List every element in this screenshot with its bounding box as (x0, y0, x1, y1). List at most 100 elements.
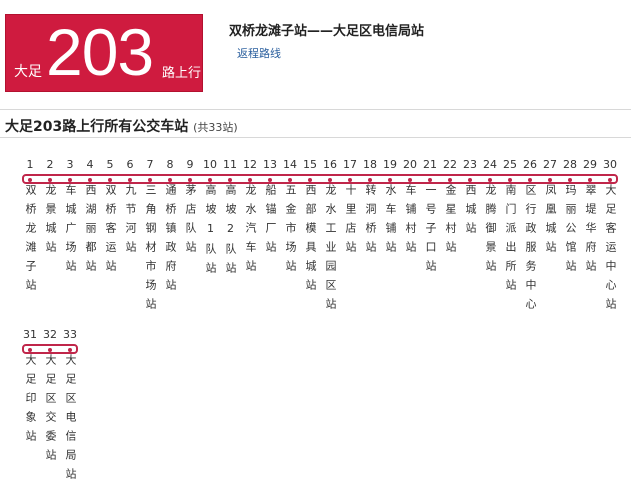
stops-row-1: 1 双桥龙滩子站 2 龙景城站 3 车城广场站 4 西湖丽都站 5 双桥客运站 6 九节河站 7 三角钢材… (20, 158, 620, 328)
bus-stop[interactable]: 18 转洞桥站 (360, 158, 380, 260)
stop-name: 茅店队站 (184, 184, 197, 260)
stop-number: 20 (403, 158, 417, 171)
bus-stop[interactable]: 28 玛丽公馆站 (560, 158, 580, 279)
stop-number: 33 (63, 328, 77, 341)
stop-number: 22 (443, 158, 457, 171)
stop-name: 西湖丽都站 (84, 184, 97, 279)
stop-name: 龙腾御景站 (484, 184, 497, 279)
bus-stop[interactable]: 19 水车铺站 (380, 158, 400, 260)
stop-dot (488, 178, 492, 182)
return-route-link[interactable]: 返程路线 (237, 47, 281, 60)
stop-name: 十里店站 (344, 184, 357, 260)
bus-stop[interactable]: 9 茅店队站 (180, 158, 200, 260)
stop-name: 通桥镇政府站 (164, 184, 177, 298)
stop-dot (148, 178, 152, 182)
bus-stop[interactable]: 1 双桥龙滩子站 (20, 158, 40, 298)
stop-dot (328, 178, 332, 182)
bus-stop[interactable]: 23 西城站 (460, 158, 480, 241)
stop-number: 26 (523, 158, 537, 171)
bus-stop[interactable]: 32 大足区交委站 (40, 328, 60, 468)
route-badge: 大足 203 路上行 (5, 14, 203, 92)
stop-name: 金星村站 (444, 184, 457, 260)
bus-stop[interactable]: 21 一号子口站 (420, 158, 440, 279)
stop-name: 大足客运中心站 (604, 184, 617, 317)
stop-number: 9 (186, 158, 194, 171)
stop-name: 高坡1队站 (204, 184, 217, 281)
badge-direction: 路上行 (162, 66, 202, 81)
stop-dot (508, 178, 512, 182)
stop-name: 龙景城站 (44, 184, 57, 260)
stop-number: 5 (106, 158, 114, 171)
stop-dot (468, 178, 472, 182)
stop-number: 4 (86, 158, 94, 171)
stop-number: 24 (483, 158, 497, 171)
stop-dot (228, 178, 232, 182)
route-title: 双桥龙滩子站——大足区电信局站 (229, 24, 425, 39)
stop-number: 16 (323, 158, 337, 171)
bus-stop[interactable]: 17 十里店站 (340, 158, 360, 260)
stop-dot (28, 178, 32, 182)
stop-dot (608, 178, 612, 182)
bus-stop[interactable]: 24 龙腾御景站 (480, 158, 500, 279)
bus-stop[interactable]: 2 龙景城站 (40, 158, 60, 260)
stop-dot (428, 178, 432, 182)
bus-stop[interactable]: 15 西部模具城站 (300, 158, 320, 298)
bus-stop[interactable]: 33 大足区电信局站 (60, 328, 80, 487)
stop-name: 大足区电信局站 (64, 354, 77, 487)
stop-number: 15 (303, 158, 317, 171)
stop-number: 3 (66, 158, 74, 171)
stop-count: (共33站) (193, 121, 238, 134)
stop-dot (28, 348, 32, 352)
bus-stop[interactable]: 8 通桥镇政府站 (160, 158, 180, 298)
stop-number: 31 (23, 328, 37, 341)
bus-stop[interactable]: 6 九节河站 (120, 158, 140, 260)
bus-stop[interactable]: 30 大足客运中心站 (600, 158, 620, 317)
stop-name: 区行政服务中心 (524, 184, 537, 317)
stop-dot (448, 178, 452, 182)
stop-name: 龙水汽车站 (244, 184, 257, 279)
stop-name: 大足区交委站 (44, 354, 57, 468)
stop-dot (168, 178, 172, 182)
bus-stop[interactable]: 27 凤凰城站 (540, 158, 560, 260)
bus-stop[interactable]: 4 西湖丽都站 (80, 158, 100, 279)
stop-dot (348, 178, 352, 182)
stop-dot (388, 178, 392, 182)
stop-name: 翠堤华府站 (584, 184, 597, 279)
bus-stop[interactable]: 29 翠堤华府站 (580, 158, 600, 279)
badge-route-number: 203 (46, 15, 154, 89)
stop-name: 五金市场站 (284, 184, 297, 279)
stop-name: 九节河站 (124, 184, 137, 260)
bus-stop[interactable]: 5 双桥客运站 (100, 158, 120, 279)
bus-stop[interactable]: 20 车铺村站 (400, 158, 420, 260)
stop-name: 双桥龙滩子站 (24, 184, 37, 298)
bus-stop[interactable]: 10 高坡1队站 (200, 158, 220, 281)
stop-dot (48, 178, 52, 182)
stop-dot (108, 178, 112, 182)
stop-dot (188, 178, 192, 182)
stop-number: 1 (26, 158, 34, 171)
stop-number: 10 (203, 158, 217, 171)
bus-stop[interactable]: 13 船锚厂站 (260, 158, 280, 260)
stop-name: 大足印象站 (24, 354, 37, 449)
bus-stop[interactable]: 7 三角钢材市场站 (140, 158, 160, 317)
stop-name: 三角钢材市场站 (144, 184, 157, 317)
section-title-text: 大足203路上行所有公交车站 (5, 119, 189, 135)
bus-stop[interactable]: 11 高坡2队站 (220, 158, 240, 281)
stop-dot (568, 178, 572, 182)
bus-stop[interactable]: 3 车城广场站 (60, 158, 80, 279)
stop-name: 水车铺站 (384, 184, 397, 260)
stop-dot (128, 178, 132, 182)
stop-number: 6 (126, 158, 134, 171)
bus-stop[interactable]: 22 金星村站 (440, 158, 460, 260)
bus-stop[interactable]: 12 龙水汽车站 (240, 158, 260, 279)
stop-number: 11 (223, 158, 237, 171)
bus-stop[interactable]: 14 五金市场站 (280, 158, 300, 279)
bus-stop[interactable]: 31 大足印象站 (20, 328, 40, 449)
bus-stop[interactable]: 25 南门派出所站 (500, 158, 520, 298)
bus-stop[interactable]: 16 龙水工业园区站 (320, 158, 340, 317)
badge-city: 大足 (14, 64, 42, 80)
stop-dot (288, 178, 292, 182)
stop-dot (68, 348, 72, 352)
bus-stop[interactable]: 26 区行政服务中心 (520, 158, 540, 317)
stop-name: 一号子口站 (424, 184, 437, 279)
